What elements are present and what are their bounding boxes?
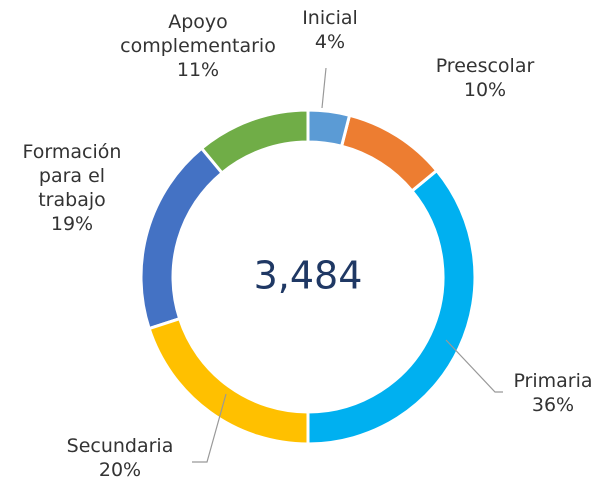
- category-label: Inicial: [302, 7, 358, 29]
- category-label: Secundaria: [66, 435, 174, 457]
- leader-line: [192, 393, 227, 463]
- value-label: 4%: [314, 31, 346, 53]
- value-label: 20%: [98, 459, 142, 481]
- value-label: 36%: [531, 394, 575, 416]
- category-label: Formación para el trabajo: [22, 141, 122, 211]
- data-label: Preescolar 10%: [415, 54, 555, 102]
- donut-segment: [306, 108, 352, 149]
- category-label: Apoyo complementario: [120, 11, 276, 57]
- category-label: Primaria: [513, 370, 593, 392]
- data-label: Primaria 36%: [498, 369, 603, 417]
- donut-segment: [339, 113, 439, 194]
- donut-segment: [199, 108, 310, 176]
- data-label: Secundaria 20%: [45, 434, 195, 482]
- donut-segment: [139, 146, 225, 331]
- donut-segment: [306, 168, 477, 446]
- donut-segment: [147, 316, 310, 446]
- data-label: Inicial 4%: [285, 6, 375, 54]
- leader-lines: [192, 67, 503, 463]
- value-label: 19%: [50, 213, 94, 235]
- leader-line: [445, 339, 503, 393]
- center-label: 3,484: [254, 254, 363, 298]
- category-label: Preescolar: [435, 55, 535, 77]
- data-label: Formación para el trabajo 19%: [12, 140, 132, 236]
- data-label: Apoyo complementario 11%: [103, 10, 293, 82]
- value-label: 10%: [463, 79, 507, 101]
- value-label: 11%: [176, 59, 220, 81]
- leader-line: [321, 67, 327, 109]
